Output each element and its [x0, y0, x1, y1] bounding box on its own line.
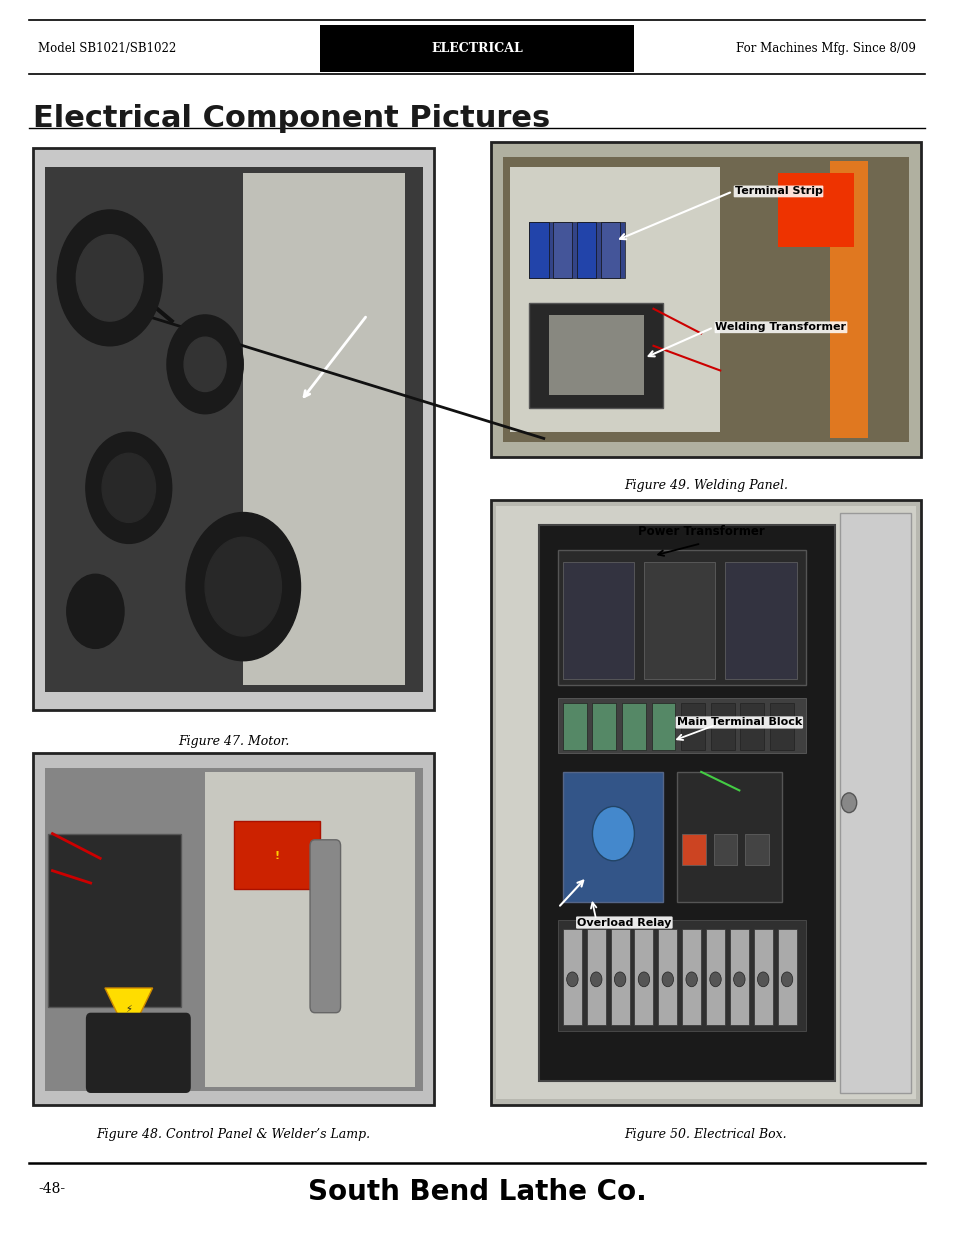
Text: Power Transformer: Power Transformer [638, 525, 763, 537]
Bar [680, 703, 704, 750]
Bar [33, 753, 434, 1105]
Circle shape [590, 972, 601, 987]
Bar [45, 167, 422, 692]
Text: Model SB1021/SB1022: Model SB1021/SB1022 [38, 42, 176, 54]
FancyBboxPatch shape [310, 840, 340, 1013]
Bar [710, 703, 734, 750]
Text: ELECTRICAL: ELECTRICAL [431, 42, 522, 54]
Circle shape [186, 513, 300, 661]
Bar [839, 513, 910, 1093]
Circle shape [566, 972, 578, 987]
Bar [651, 703, 675, 750]
FancyBboxPatch shape [86, 1013, 191, 1093]
Circle shape [685, 972, 697, 987]
Bar [610, 929, 629, 1025]
Bar [529, 222, 624, 278]
Text: Electrical Component Pictures: Electrical Component Pictures [33, 104, 550, 132]
Bar [713, 834, 737, 864]
Circle shape [757, 972, 768, 987]
Text: Terminal Strip: Terminal Strip [734, 186, 821, 196]
Bar [753, 929, 772, 1025]
Bar [562, 929, 581, 1025]
Bar [45, 768, 422, 1091]
Bar [562, 772, 662, 902]
Bar [724, 562, 796, 679]
Circle shape [709, 972, 720, 987]
Text: South Bend Lathe Co.: South Bend Lathe Co. [307, 1178, 646, 1207]
Bar [548, 315, 643, 395]
Bar [529, 222, 548, 278]
Circle shape [781, 972, 792, 987]
Bar [558, 550, 805, 685]
Bar [634, 25, 924, 72]
Bar [33, 148, 434, 710]
Circle shape [614, 972, 625, 987]
Text: Welding Transformer: Welding Transformer [715, 322, 845, 332]
Bar [491, 500, 920, 1105]
Bar [658, 929, 677, 1025]
Circle shape [86, 432, 172, 543]
Bar [744, 834, 768, 864]
Circle shape [733, 972, 744, 987]
Bar [829, 161, 867, 438]
Circle shape [57, 210, 162, 346]
Text: Figure 49. Welding Panel.: Figure 49. Welding Panel. [623, 479, 787, 493]
Circle shape [184, 337, 226, 391]
Bar [538, 525, 834, 1081]
Bar [491, 142, 920, 457]
Bar [558, 698, 805, 753]
Polygon shape [105, 988, 152, 1037]
Text: Main Terminal Block: Main Terminal Block [676, 718, 801, 727]
Bar [677, 772, 781, 902]
Bar [577, 222, 596, 278]
Circle shape [592, 806, 634, 861]
Bar [586, 929, 605, 1025]
Bar [705, 929, 724, 1025]
Bar [769, 703, 793, 750]
Text: ⚡: ⚡ [125, 1004, 132, 1014]
Bar [634, 929, 653, 1025]
Bar [777, 929, 796, 1025]
Circle shape [167, 315, 243, 414]
Bar [529, 303, 662, 408]
Circle shape [661, 972, 673, 987]
Circle shape [841, 793, 856, 813]
Circle shape [638, 972, 649, 987]
Bar [592, 703, 616, 750]
Bar [621, 703, 645, 750]
Bar [205, 772, 415, 1087]
Bar [562, 703, 586, 750]
Bar [29, 25, 319, 72]
Bar [510, 167, 720, 432]
Circle shape [102, 453, 155, 522]
Text: !: ! [274, 851, 279, 861]
Text: Figure 47. Motor.: Figure 47. Motor. [178, 735, 289, 748]
Text: For Machines Mfg. Since 8/09: For Machines Mfg. Since 8/09 [735, 42, 915, 54]
Text: Figure 50. Electrical Box.: Figure 50. Electrical Box. [624, 1128, 786, 1141]
Bar [777, 173, 853, 247]
Bar [562, 562, 634, 679]
Bar [496, 506, 915, 1099]
Text: -48-: -48- [38, 1182, 65, 1195]
Bar [233, 821, 319, 889]
Circle shape [205, 537, 281, 636]
Bar [643, 562, 715, 679]
Circle shape [67, 574, 124, 648]
Bar [558, 920, 805, 1031]
Bar [243, 173, 405, 685]
Bar [681, 929, 700, 1025]
Text: Overload Relay: Overload Relay [577, 918, 671, 927]
Text: Figure 48. Control Panel & Welder’s Lamp.: Figure 48. Control Panel & Welder’s Lamp… [96, 1128, 371, 1141]
Bar [48, 834, 181, 1007]
Bar [502, 157, 908, 442]
Bar [553, 222, 572, 278]
Bar [681, 834, 705, 864]
Circle shape [76, 235, 143, 321]
Bar [740, 703, 763, 750]
Bar [319, 25, 634, 72]
Bar [600, 222, 619, 278]
Bar [729, 929, 748, 1025]
